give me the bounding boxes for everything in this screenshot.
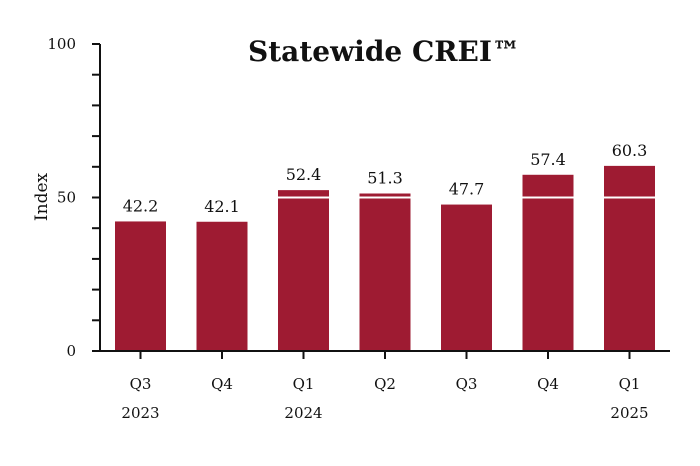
bar [115, 221, 166, 351]
bar-value-label: 42.1 [204, 197, 240, 216]
bar [196, 221, 248, 351]
x-group-label: 2025 [610, 404, 648, 422]
x-tick-label: Q3 [130, 375, 152, 393]
x-tick-label: Q4 [211, 375, 233, 393]
x-tick-label: Q1 [619, 375, 641, 393]
bar-group: 42.2 Q3 42.1 Q4 52.4 Q1 51.3 Q2 47.7 Q3 57.4 Q4 60.3… [115, 141, 655, 422]
bar [359, 193, 411, 351]
bar-value-label: 47.7 [449, 180, 485, 199]
y-tick-label: 0 [66, 342, 76, 360]
x-tick-label: Q1 [293, 375, 315, 393]
bar-value-label: 42.2 [123, 196, 159, 215]
x-tick-label: Q2 [374, 375, 396, 393]
bar [441, 204, 492, 351]
x-tick-label: Q4 [537, 375, 559, 393]
bar-value-label: 51.3 [367, 169, 403, 188]
bar-value-label: 57.4 [530, 150, 566, 169]
x-group-label: 2024 [284, 404, 322, 422]
bar-value-label: 52.4 [286, 165, 322, 184]
bar [522, 174, 574, 351]
x-group-label: 2023 [121, 404, 159, 422]
axes: 0 50 100 [47, 35, 670, 360]
y-tick-label: 100 [47, 35, 76, 53]
bar-value-label: 60.3 [612, 141, 648, 160]
bar [604, 165, 655, 351]
y-axis-label: Index [32, 172, 52, 221]
x-tick-label: Q3 [456, 375, 478, 393]
y-tick-label: 50 [57, 189, 76, 207]
bar [278, 190, 329, 351]
chart-title: Statewide CREI™ [248, 35, 520, 68]
